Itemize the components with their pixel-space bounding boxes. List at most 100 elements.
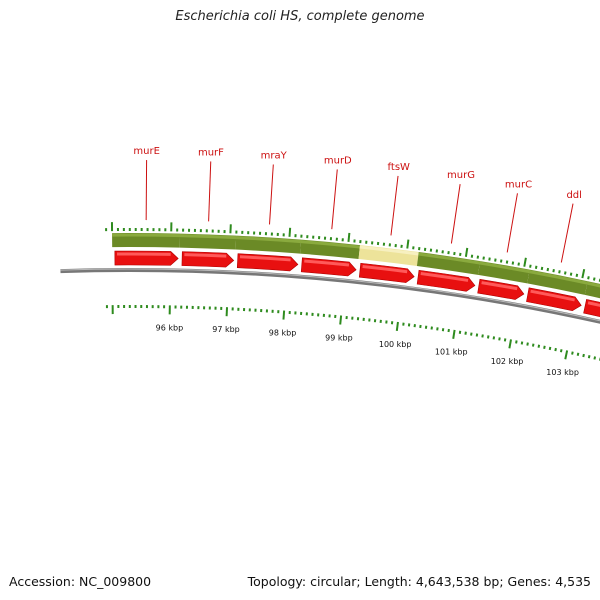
scale-minor-tick bbox=[587, 355, 591, 359]
outer-major-tick bbox=[464, 247, 469, 257]
outer-minor-tick bbox=[552, 269, 555, 273]
gene-label: murC bbox=[505, 179, 532, 190]
gene-bar-highlight bbox=[236, 236, 302, 244]
gene-bar-highlight bbox=[359, 245, 419, 256]
cds-arrow-highlight bbox=[481, 281, 518, 291]
scale-minor-tick bbox=[531, 343, 535, 347]
scale-tick-track: 96 kbp 97 kbp 98 kbp 99 kbp 100 kbp 101 kbp 10… bbox=[105, 304, 600, 377]
gene-label: ddl bbox=[566, 190, 581, 201]
scale-minor-tick bbox=[515, 340, 518, 344]
gene-bar-highlight bbox=[112, 233, 181, 238]
scale-minor-tick bbox=[543, 345, 546, 349]
outer-minor-tick bbox=[529, 264, 532, 268]
gene-leader-line bbox=[208, 161, 212, 222]
outer-minor-tick bbox=[575, 273, 579, 278]
scale-minor-tick bbox=[582, 353, 585, 358]
scale-minor-tick bbox=[554, 347, 557, 352]
scale-minor-tick bbox=[520, 341, 524, 345]
gene-bar-segment bbox=[527, 269, 588, 295]
gene-bar-highlight bbox=[529, 270, 588, 285]
kbp-tick-label: 101 kbp bbox=[435, 348, 468, 357]
outer-minor-tick bbox=[517, 262, 520, 266]
scale-minor-tick bbox=[492, 336, 496, 340]
outer-major-tick bbox=[347, 232, 351, 242]
gene-label: murD bbox=[324, 156, 352, 167]
outer-minor-tick bbox=[592, 277, 596, 281]
scale-major-tick bbox=[452, 329, 456, 339]
scale-major-tick bbox=[282, 310, 286, 320]
outer-minor-tick bbox=[511, 261, 515, 265]
outer-minor-tick bbox=[499, 259, 503, 263]
kbp-tick-label: 97 kbp bbox=[212, 325, 240, 334]
gene-bar-highlight bbox=[300, 240, 360, 249]
backbone-line bbox=[60, 268, 600, 324]
kbp-tick-label: 96 kbp bbox=[156, 323, 184, 332]
gene-leader-line bbox=[390, 175, 399, 236]
gene-leader-line bbox=[331, 169, 338, 230]
accession-label: Accession: NC_009800 bbox=[9, 574, 152, 589]
scale-minor-tick bbox=[593, 356, 597, 360]
scale-minor-tick bbox=[486, 335, 490, 339]
scale-minor-tick bbox=[498, 337, 501, 341]
outer-minor-tick bbox=[534, 265, 538, 269]
gene-bar-track bbox=[112, 233, 600, 299]
gene-bar-highlight bbox=[179, 234, 237, 240]
outer-tick-track bbox=[105, 222, 600, 282]
gene-bar-segment bbox=[416, 252, 481, 275]
map-title: Escherichia coli HS, complete genome bbox=[175, 9, 425, 24]
outer-minor-tick bbox=[587, 276, 590, 280]
cds-arrow-highlight bbox=[304, 259, 350, 267]
outer-major-tick bbox=[406, 239, 410, 249]
gene-leader-line bbox=[560, 203, 574, 263]
cds-arrow-track bbox=[114, 250, 600, 317]
gene-leader-line bbox=[506, 193, 518, 253]
gene-label: murG bbox=[447, 170, 475, 181]
cds-arrow-highlight bbox=[362, 264, 408, 274]
kbp-tick-label: 99 kbp bbox=[325, 333, 353, 342]
scale-major-tick bbox=[508, 339, 512, 349]
backbone-shine bbox=[60, 268, 600, 322]
kbp-tick-label: 98 kbp bbox=[269, 329, 297, 338]
scale-minor-tick bbox=[559, 349, 563, 353]
outer-minor-tick bbox=[505, 260, 509, 264]
scale-major-tick bbox=[395, 321, 399, 332]
gene-bar-highlight bbox=[587, 281, 600, 288]
gene-label: murE bbox=[133, 146, 160, 157]
cds-arrow-highlight bbox=[530, 289, 575, 302]
outer-major-tick bbox=[523, 257, 527, 267]
scale-minor-tick bbox=[526, 342, 529, 346]
gene-bar-segment bbox=[477, 261, 530, 284]
cds-arrow-highlight bbox=[184, 253, 227, 258]
scale-minor-tick bbox=[576, 352, 580, 356]
gene-leader-line bbox=[450, 184, 461, 244]
gene-label: mraY bbox=[261, 151, 288, 162]
scale-minor-tick bbox=[548, 346, 552, 351]
outer-minor-tick bbox=[569, 272, 573, 276]
outer-minor-tick bbox=[558, 270, 561, 274]
cds-arrow-highlight bbox=[587, 301, 600, 307]
outer-major-tick bbox=[581, 269, 586, 279]
kbp-tick-label: 102 kbp bbox=[491, 357, 524, 366]
gene-label: ftsW bbox=[388, 162, 410, 173]
genome-summary: Topology: circular; Length: 4,643,538 bp… bbox=[247, 574, 591, 589]
backbone-track bbox=[60, 268, 600, 324]
gene-bar-highlight bbox=[479, 261, 530, 274]
cds-arrow-highlight bbox=[420, 272, 469, 282]
kbp-tick-label: 100 kbp bbox=[379, 340, 412, 349]
cds-arrow-highlight bbox=[239, 255, 291, 262]
outer-minor-tick bbox=[563, 271, 567, 275]
gene-label-layer: murE murF mraY murD ftsW murG murC ddl bbox=[133, 146, 582, 263]
scale-minor-tick bbox=[503, 338, 507, 342]
scale-major-tick bbox=[339, 315, 343, 325]
scale-minor-tick bbox=[537, 344, 541, 348]
scale-minor-tick bbox=[571, 351, 574, 355]
gene-leader-line bbox=[269, 164, 274, 225]
gene-bar-segment bbox=[358, 245, 419, 266]
outer-major-tick bbox=[288, 227, 292, 237]
gene-label: murF bbox=[198, 147, 224, 158]
scale-major-tick bbox=[564, 350, 569, 360]
outer-minor-tick bbox=[540, 266, 544, 271]
kbp-tick-label: 103 kbp bbox=[546, 368, 579, 377]
gene-bar-highlight bbox=[418, 252, 481, 265]
